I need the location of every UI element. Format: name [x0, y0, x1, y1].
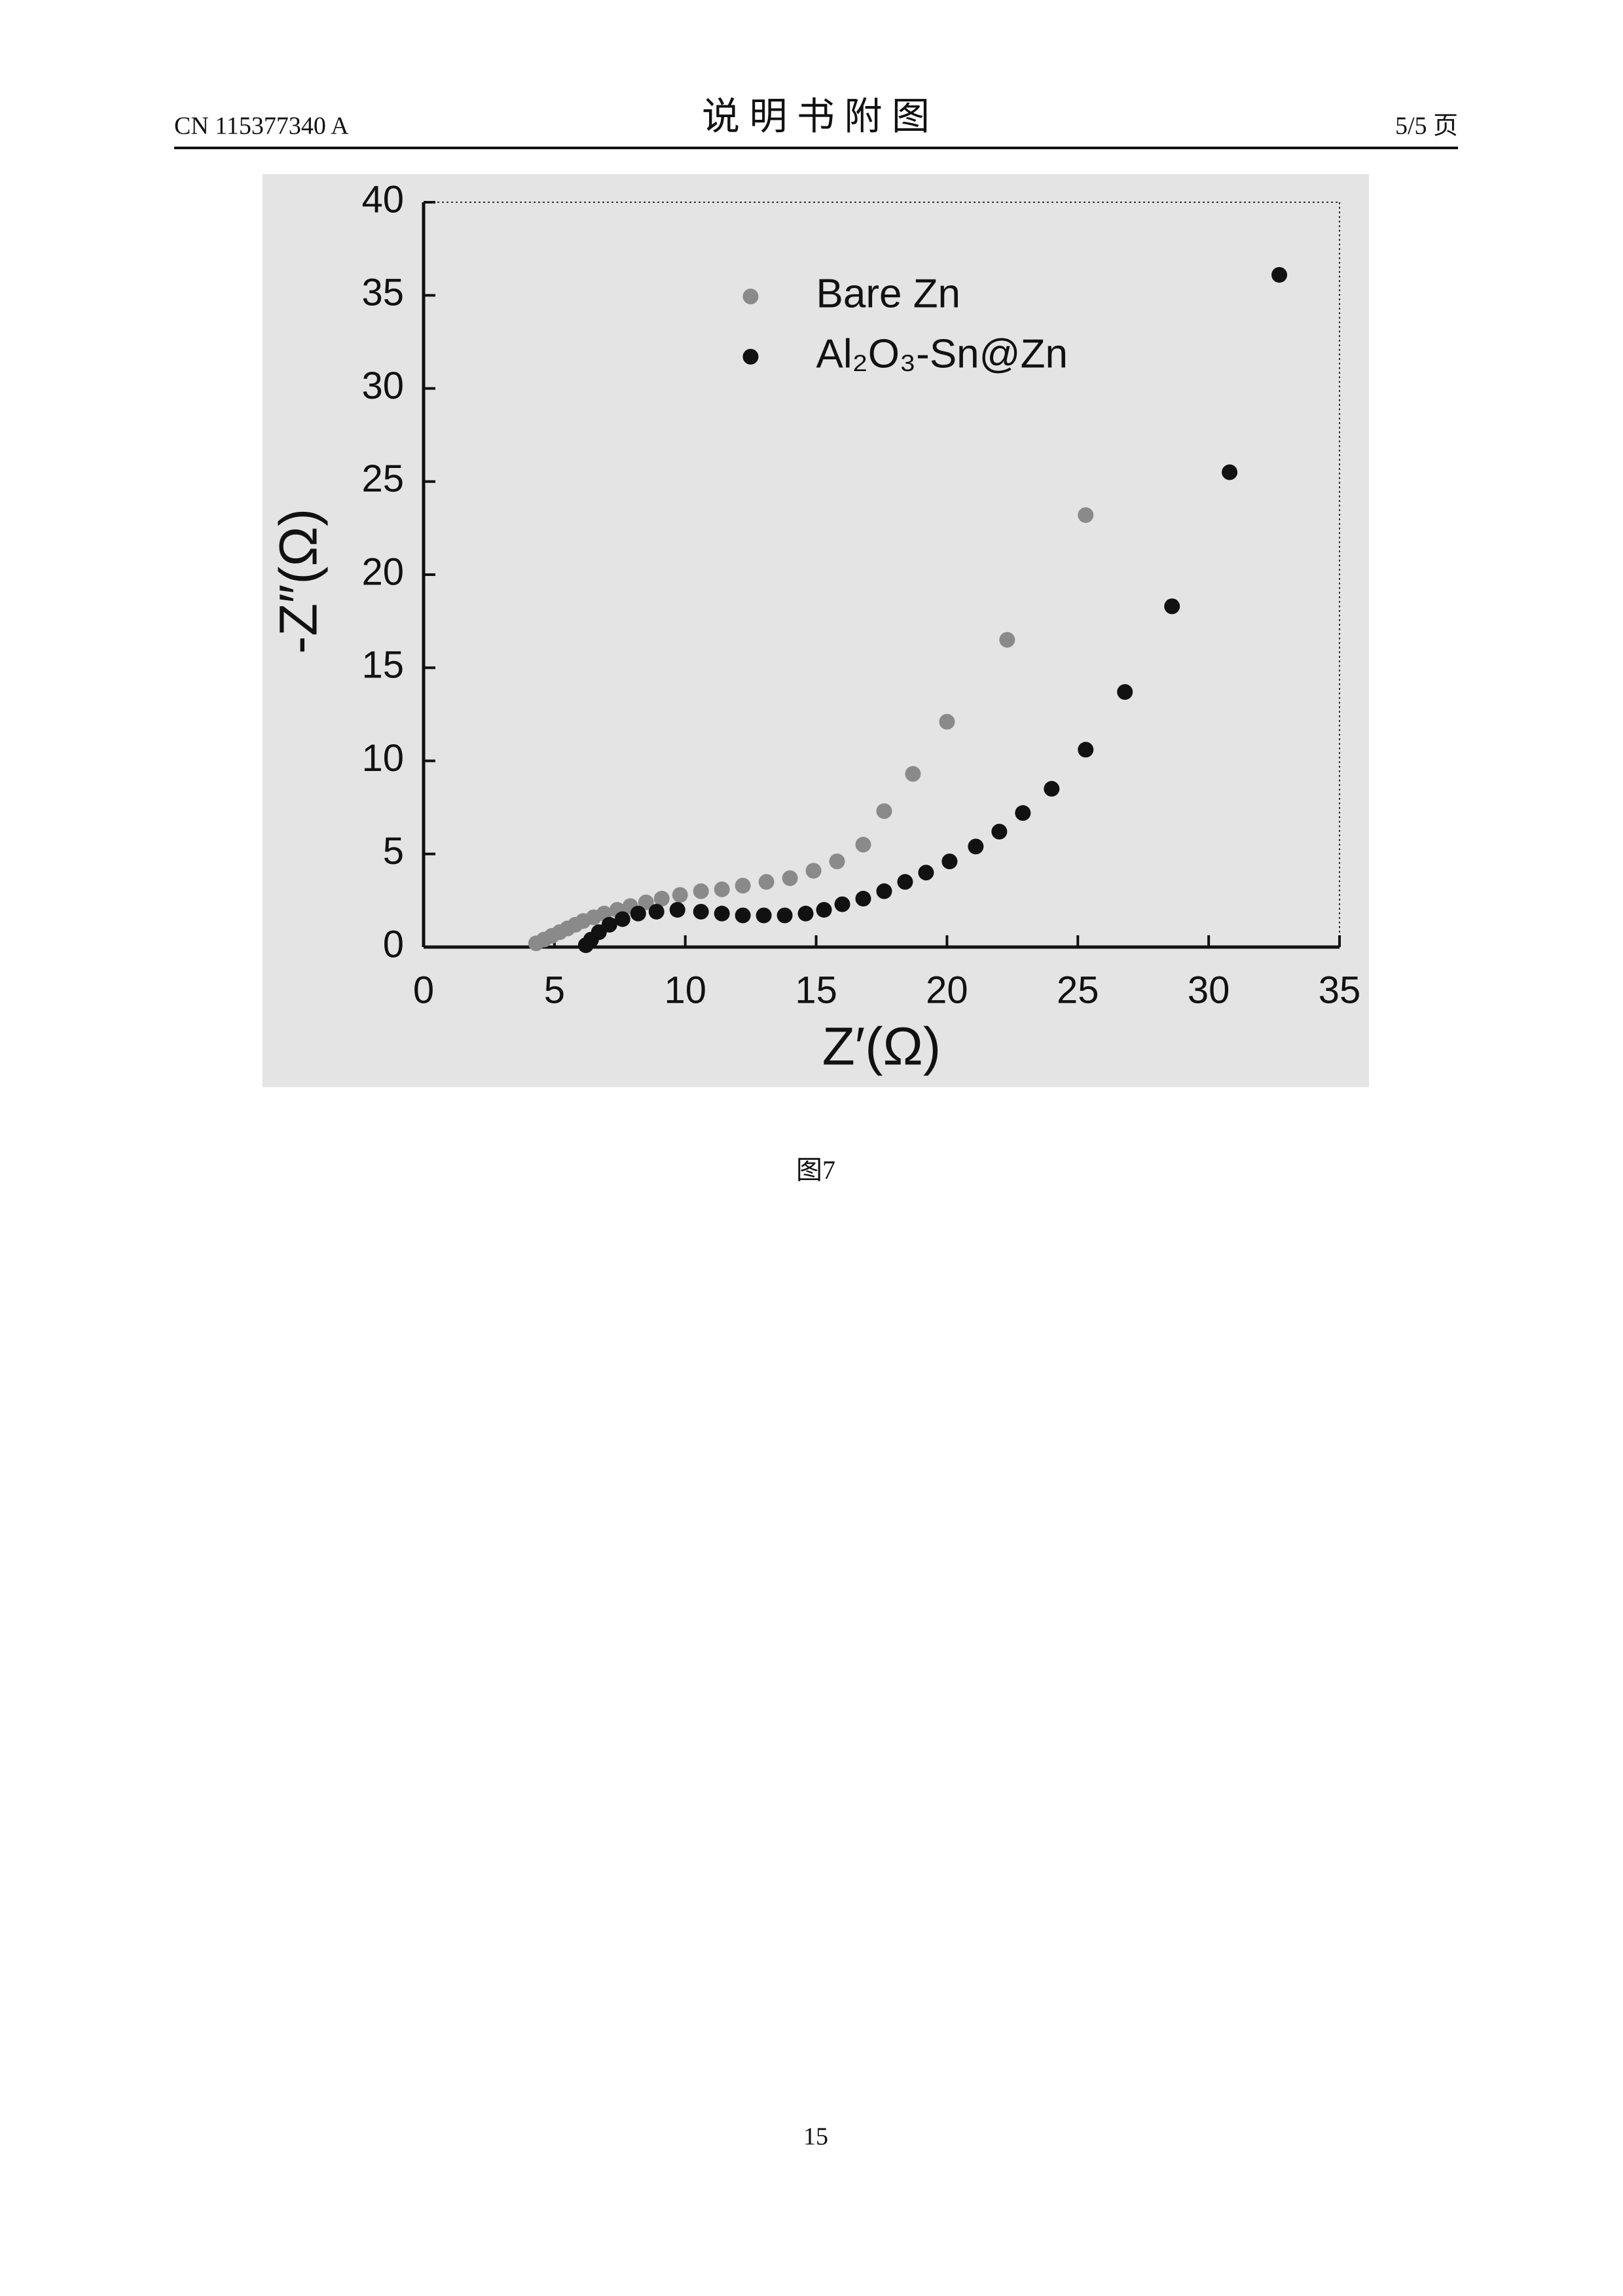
data-point	[782, 870, 798, 886]
data-point	[601, 916, 617, 933]
y-tick-label: 25	[361, 457, 404, 500]
x-tick-label: 25	[1057, 969, 1099, 1011]
data-point	[776, 907, 793, 924]
x-tick-label: 0	[413, 969, 434, 1011]
data-point	[829, 853, 845, 870]
y-tick-label: 30	[361, 365, 404, 407]
legend-marker	[742, 289, 759, 304]
data-point	[630, 905, 646, 922]
data-point	[905, 766, 921, 782]
data-point	[1117, 684, 1133, 700]
data-point	[1222, 464, 1238, 480]
data-point	[672, 887, 688, 903]
data-point	[876, 883, 892, 899]
x-tick-label: 20	[926, 969, 968, 1011]
data-point	[1078, 742, 1094, 758]
data-point	[614, 911, 630, 927]
y-tick-label: 0	[383, 923, 404, 965]
data-point	[714, 881, 730, 897]
x-tick-label: 30	[1188, 969, 1230, 1011]
data-point	[855, 891, 871, 907]
data-point	[897, 874, 913, 890]
data-point	[816, 902, 832, 918]
page-label: 5/5 页	[1395, 113, 1458, 140]
figure-background	[263, 174, 1369, 1087]
data-point	[1164, 598, 1180, 615]
data-point	[834, 896, 850, 912]
data-point	[714, 905, 730, 922]
y-tick-label: 10	[361, 737, 404, 780]
data-point	[805, 863, 822, 879]
data-point	[876, 803, 892, 819]
x-tick-label: 15	[795, 969, 837, 1011]
data-point	[1078, 507, 1094, 523]
data-point	[939, 713, 955, 730]
data-point	[693, 883, 709, 899]
y-tick-label: 5	[383, 830, 404, 872]
data-point	[735, 907, 751, 924]
data-point	[1015, 805, 1031, 821]
data-point	[648, 903, 665, 920]
y-axis-title: -Z″(Ω)	[269, 509, 329, 654]
data-point	[669, 902, 685, 918]
y-tick-label: 35	[361, 272, 404, 314]
x-axis-title: Z′(Ω)	[822, 1017, 941, 1077]
data-point	[855, 836, 871, 853]
data-point	[991, 823, 1008, 840]
y-tick-label: 40	[361, 178, 404, 221]
legend-label: Al₂O₃-Sn@Zn	[816, 331, 1068, 376]
data-point	[735, 878, 751, 894]
data-point	[758, 874, 775, 890]
data-point	[918, 865, 934, 881]
data-point	[1271, 266, 1288, 283]
page-number: 15	[803, 2123, 828, 2151]
data-point	[653, 891, 670, 907]
y-tick-label: 20	[361, 550, 404, 593]
data-point	[1044, 781, 1060, 797]
y-tick-label: 15	[361, 644, 404, 687]
legend-label: Bare Zn	[816, 271, 961, 316]
x-tick-label: 35	[1319, 969, 1361, 1011]
chart: 0 5 10 15 20 25 30 35 0 5 10 15 20 25 30 35 40 Z′(Ω) -Z″(Ω…	[269, 178, 1361, 1076]
figure-caption: 图7	[796, 1155, 835, 1185]
data-point	[999, 632, 1015, 648]
data-point	[693, 903, 709, 920]
legend-marker	[742, 349, 759, 365]
data-point	[797, 905, 814, 922]
header-title: 说 明 书 附 图	[702, 95, 930, 137]
data-point	[968, 838, 984, 855]
data-point	[941, 853, 958, 870]
data-point	[756, 907, 772, 924]
x-tick-label: 10	[664, 969, 706, 1011]
data-point	[638, 894, 654, 910]
doc-number: CN 115377340 A	[174, 113, 349, 140]
x-tick-label: 5	[544, 969, 565, 1011]
